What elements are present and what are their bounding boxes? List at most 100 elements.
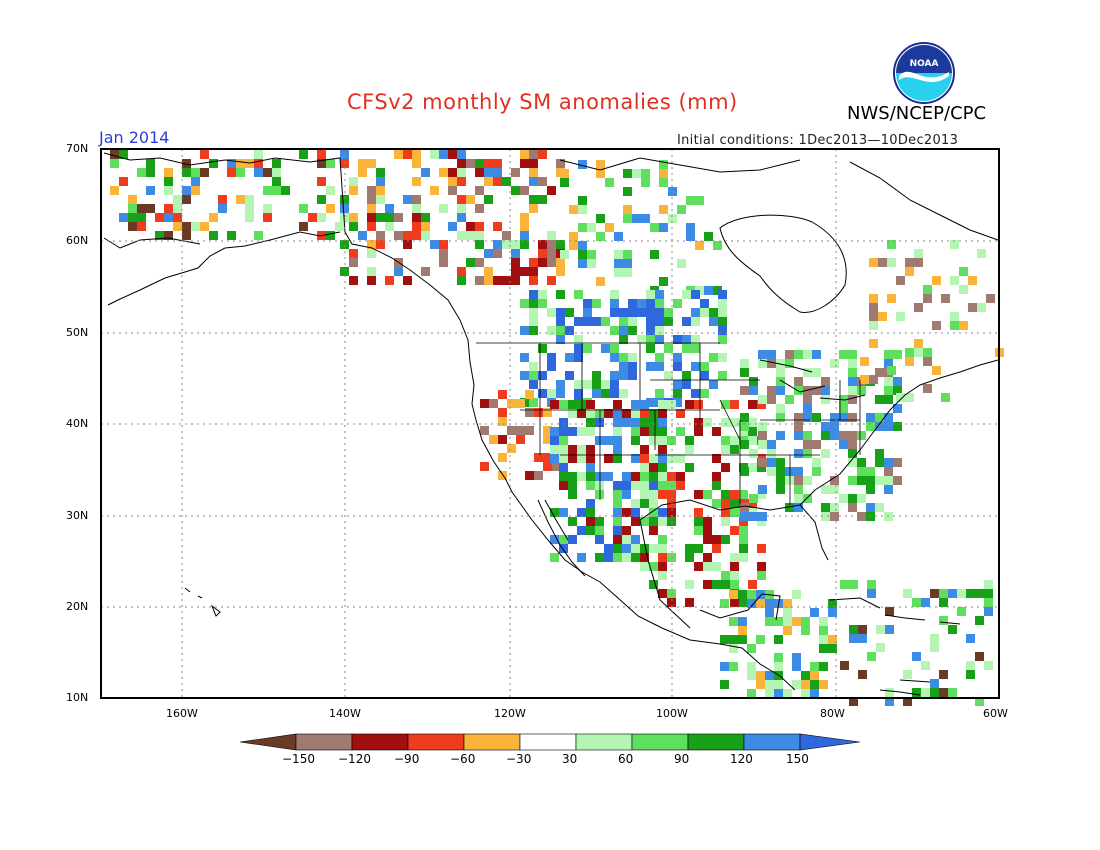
legend-color-box: [687, 733, 745, 751]
anomaly-cell: [709, 353, 718, 362]
anomaly-cell: [869, 339, 878, 348]
legend-color-box: [743, 733, 801, 751]
anomaly-cell: [182, 168, 191, 177]
anomaly-cell: [538, 177, 547, 186]
anomaly-cell: [550, 445, 559, 454]
anomaly-cell: [655, 317, 664, 326]
anomaly-cell: [948, 589, 957, 598]
anomaly-cell: [774, 653, 783, 662]
anomaly-cell: [349, 213, 358, 222]
anomaly-cell: [914, 258, 923, 267]
latitude-label: 10N: [66, 691, 89, 704]
anomaly-cell: [694, 544, 703, 553]
anomaly-cell: [896, 276, 905, 285]
anomaly-cell: [623, 169, 632, 178]
anomaly-cell: [595, 553, 604, 562]
anomaly-cell: [466, 222, 475, 231]
anomaly-cell: [794, 377, 803, 386]
anomaly-cell: [236, 159, 245, 168]
anomaly-cell: [830, 413, 839, 422]
anomaly-cell: [403, 150, 412, 159]
anomaly-cell: [534, 408, 543, 417]
anomaly-cell: [905, 267, 914, 276]
anomaly-cell: [740, 422, 749, 431]
anomaly-cell: [682, 317, 691, 326]
anomaly-cell: [869, 375, 878, 384]
anomaly-cell: [613, 535, 622, 544]
latitude-label: 50N: [66, 326, 89, 339]
anomaly-cell: [574, 317, 583, 326]
anomaly-cell: [164, 231, 173, 240]
anomaly-cell: [765, 671, 774, 680]
anomaly-cell: [857, 458, 866, 467]
anomaly-cell: [578, 196, 587, 205]
anomaly-cell: [349, 222, 358, 231]
anomaly-cell: [712, 472, 721, 481]
anomaly-cell: [848, 377, 857, 386]
chart-title: CFSv2 monthly SM anomalies (mm): [347, 90, 738, 114]
anomaly-cell: [655, 389, 664, 398]
anomaly-cell: [646, 335, 655, 344]
anomaly-cell: [700, 371, 709, 380]
anomaly-cell: [569, 205, 578, 214]
anomaly-cell: [903, 670, 912, 679]
anomaly-cell: [538, 195, 547, 204]
anomaly-cell: [529, 177, 538, 186]
anomaly-cell: [658, 553, 667, 562]
anomaly-cell: [650, 223, 659, 232]
anomaly-cell: [975, 616, 984, 625]
anomaly-cell: [367, 240, 376, 249]
anomaly-cell: [667, 400, 676, 409]
anomaly-cell: [209, 231, 218, 240]
anomaly-cell: [921, 688, 930, 697]
longitude-label: 60W: [983, 707, 1008, 720]
anomaly-cell: [812, 467, 821, 476]
anomaly-cell: [921, 661, 930, 670]
anomaly-cell: [923, 285, 932, 294]
anomaly-cell: [812, 440, 821, 449]
anomaly-cell: [685, 544, 694, 553]
anomaly-cell: [560, 250, 569, 259]
anomaly-cell: [619, 308, 628, 317]
anomaly-cell: [547, 231, 556, 240]
anomaly-cell: [694, 517, 703, 526]
anomaly-cell: [484, 195, 493, 204]
anomaly-cell: [529, 308, 538, 317]
anomaly-cell: [613, 445, 622, 454]
anomaly-cell: [887, 366, 896, 375]
anomaly-cell: [887, 258, 896, 267]
anomaly-cell: [649, 499, 658, 508]
anomaly-cell: [893, 377, 902, 386]
anomaly-cell: [984, 580, 993, 589]
anomaly-cell: [592, 371, 601, 380]
anomaly-cell: [412, 213, 421, 222]
anomaly-cell: [738, 626, 747, 635]
anomaly-cell: [583, 308, 592, 317]
anomaly-cell: [245, 213, 254, 222]
anomaly-cell: [658, 454, 667, 463]
anomaly-cell: [547, 258, 556, 267]
anomaly-cell: [682, 371, 691, 380]
anomaly-cell: [658, 472, 667, 481]
anomaly-cell: [721, 436, 730, 445]
anomaly-cell: [637, 335, 646, 344]
anomaly-cell: [547, 362, 556, 371]
anomaly-cell: [682, 380, 691, 389]
anomaly-cell: [740, 368, 749, 377]
anomaly-cell: [128, 195, 137, 204]
anomaly-cell: [658, 544, 667, 553]
anomaly-cell: [525, 426, 534, 435]
anomaly-cell: [757, 490, 766, 499]
anomaly-cell: [640, 454, 649, 463]
anomaly-cell: [578, 241, 587, 250]
anomaly-cell: [550, 427, 559, 436]
anomaly-cell: [502, 177, 511, 186]
anomaly-cell: [812, 386, 821, 395]
anomaly-cell: [272, 168, 281, 177]
anomaly-cell: [712, 562, 721, 571]
anomaly-cell: [640, 544, 649, 553]
anomaly-cell: [556, 317, 565, 326]
anomaly-cell: [272, 159, 281, 168]
anomaly-cell: [191, 177, 200, 186]
anomaly-cell: [756, 635, 765, 644]
